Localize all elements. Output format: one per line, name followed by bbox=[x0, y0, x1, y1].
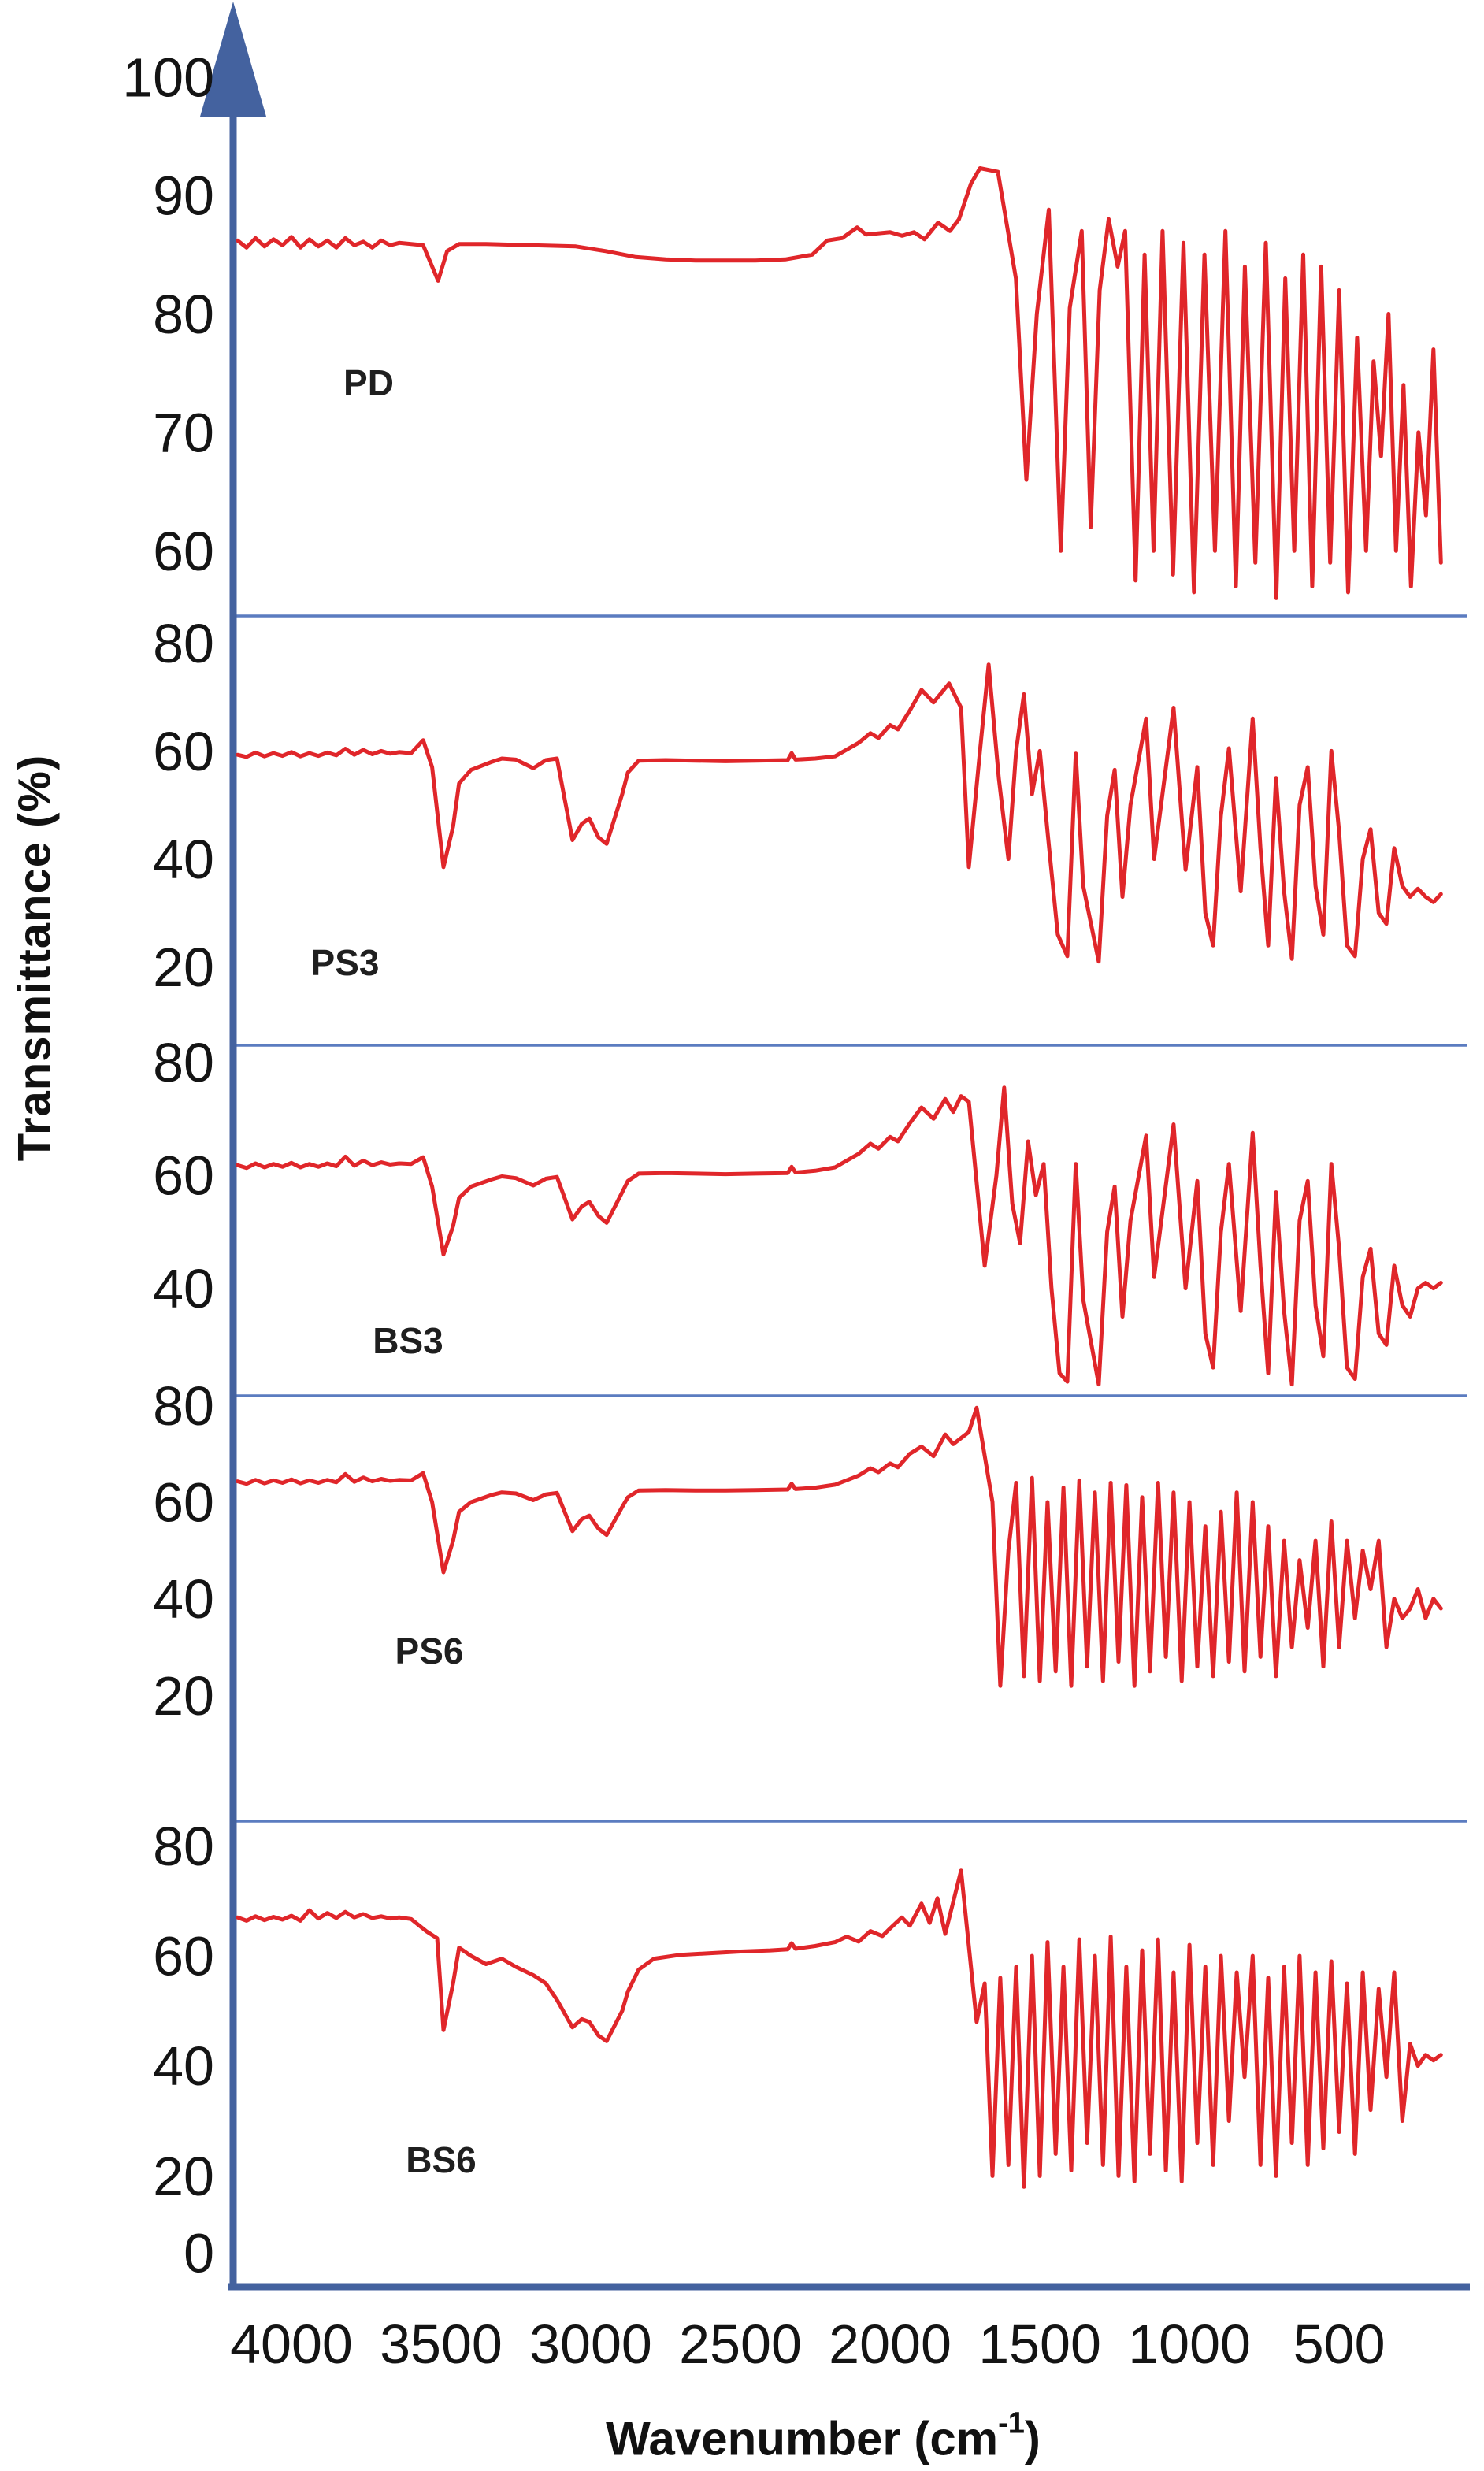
y-tick-label: 40 bbox=[153, 2035, 214, 2097]
spectrum-curve-PS6 bbox=[236, 1405, 1443, 1688]
spectrum-curve-PS3 bbox=[236, 662, 1443, 964]
y-tick-label: 60 bbox=[153, 1145, 214, 1207]
spectrum-curve-BS3 bbox=[236, 1085, 1443, 1387]
y-tick-label: 100 bbox=[122, 46, 214, 108]
y-axis-title: Transmittance (%) bbox=[9, 754, 61, 1162]
x-axis-title: Wavenumber (cm-1) bbox=[606, 2407, 1041, 2466]
y-tick-label: 80 bbox=[153, 613, 214, 674]
y-tick-label: 40 bbox=[153, 829, 214, 890]
spectrum-curve-BS6 bbox=[236, 1868, 1443, 2189]
sample-label-BS6: BS6 bbox=[406, 2139, 476, 2180]
y-tick-label: 80 bbox=[153, 1032, 214, 1093]
y-tick-label: 60 bbox=[153, 1472, 214, 1534]
x-axis-title-text: Wavenumber (cm bbox=[606, 2412, 999, 2465]
y-tick-label: 60 bbox=[153, 1926, 214, 1987]
y-tick-label: 40 bbox=[153, 1258, 214, 1319]
sample-label-BS3: BS3 bbox=[373, 1320, 443, 1361]
x-axis-title-superscript: -1 bbox=[998, 2406, 1025, 2440]
x-axis-title-suffix: ) bbox=[1024, 2412, 1041, 2465]
spectrum-curve-PD bbox=[236, 166, 1443, 600]
y-tick-label: 80 bbox=[153, 284, 214, 345]
x-tick-label: 500 bbox=[1293, 2313, 1386, 2375]
x-tick-label: 1500 bbox=[978, 2313, 1101, 2375]
y-tick-label: 20 bbox=[153, 2146, 214, 2207]
sample-label-PS3: PS3 bbox=[311, 942, 380, 983]
y-tick-label: 70 bbox=[153, 402, 214, 463]
y-tick-label: 20 bbox=[153, 937, 214, 998]
y-tick-label: 0 bbox=[184, 2223, 214, 2284]
y-tick-label: 60 bbox=[153, 721, 214, 782]
x-tick-label: 4000 bbox=[230, 2313, 353, 2375]
y-tick-label: 60 bbox=[153, 521, 214, 582]
y-tick-label: 40 bbox=[153, 1568, 214, 1630]
y-tick-label: 80 bbox=[153, 1816, 214, 1877]
sample-label-PD: PD bbox=[343, 362, 394, 403]
y-tick-label: 20 bbox=[153, 1665, 214, 1727]
x-tick-label: 2500 bbox=[679, 2313, 802, 2375]
x-tick-label: 2000 bbox=[829, 2313, 952, 2375]
x-tick-label: 3500 bbox=[380, 2313, 503, 2375]
x-tick-label: 1000 bbox=[1128, 2313, 1251, 2375]
y-axis-arrowhead-icon bbox=[200, 2, 266, 117]
y-tick-label: 80 bbox=[153, 1375, 214, 1437]
y-tick-label: 90 bbox=[153, 165, 214, 227]
x-tick-label: 3000 bbox=[529, 2313, 652, 2375]
sample-label-PS6: PS6 bbox=[395, 1631, 464, 1671]
